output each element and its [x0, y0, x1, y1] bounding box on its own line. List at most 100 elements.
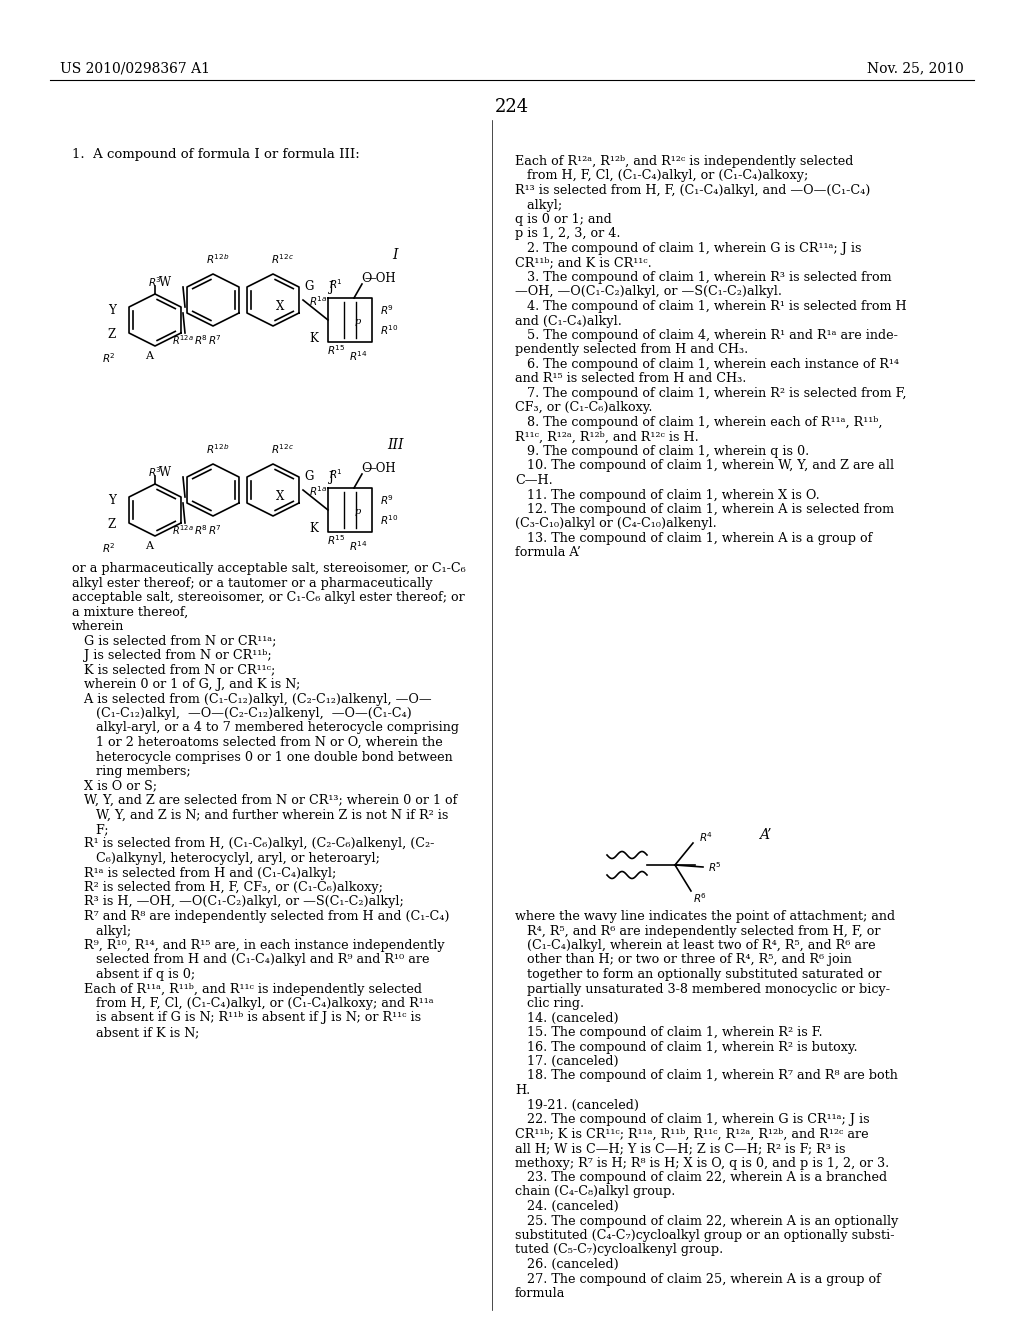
- Text: R¹³ is selected from H, F, (C₁-C₄)alkyl, and —O—(C₁-C₄): R¹³ is selected from H, F, (C₁-C₄)alkyl,…: [515, 183, 870, 197]
- Text: 3. The compound of claim 1, wherein R³ is selected from: 3. The compound of claim 1, wherein R³ i…: [515, 271, 892, 284]
- Text: O: O: [360, 272, 371, 285]
- Text: a mixture thereof,: a mixture thereof,: [72, 606, 188, 619]
- Text: other than H; or two or three of R⁴, R⁵, and R⁶ join: other than H; or two or three of R⁴, R⁵,…: [515, 953, 852, 966]
- Text: from H, F, Cl, (C₁-C₄)alkyl, or (C₁-C₄)alkoxy; and R¹¹ᵃ: from H, F, Cl, (C₁-C₄)alkyl, or (C₁-C₄)a…: [72, 997, 433, 1010]
- Text: 22. The compound of claim 1, wherein G is CR¹¹ᵃ; J is: 22. The compound of claim 1, wherein G i…: [515, 1113, 869, 1126]
- Text: $R^{10}$: $R^{10}$: [380, 513, 398, 527]
- Text: CF₃, or (C₁-C₆)alkoxy.: CF₃, or (C₁-C₆)alkoxy.: [515, 401, 652, 414]
- Text: absent if q is 0;: absent if q is 0;: [72, 968, 196, 981]
- Text: $R^{15}$: $R^{15}$: [327, 533, 345, 546]
- Text: formula A’: formula A’: [515, 546, 581, 560]
- Text: alkyl;: alkyl;: [72, 924, 131, 937]
- Text: R⁴, R⁵, and R⁶ are independently selected from H, F, or: R⁴, R⁵, and R⁶ are independently selecte…: [515, 924, 881, 937]
- Text: 12. The compound of claim 1, wherein A is selected from: 12. The compound of claim 1, wherein A i…: [515, 503, 894, 516]
- Text: and (C₁-C₄)alkyl.: and (C₁-C₄)alkyl.: [515, 314, 622, 327]
- Text: G is selected from N or CR¹¹ᵃ;: G is selected from N or CR¹¹ᵃ;: [72, 635, 276, 648]
- Text: $R^{12b}$: $R^{12b}$: [206, 252, 229, 265]
- Text: $R^{12a}$: $R^{12a}$: [172, 523, 194, 537]
- Text: A: A: [145, 541, 153, 550]
- Text: 11. The compound of claim 1, wherein X is O.: 11. The compound of claim 1, wherein X i…: [515, 488, 820, 502]
- Text: alkyl ester thereof; or a tautomer or a pharmaceutically: alkyl ester thereof; or a tautomer or a …: [72, 577, 432, 590]
- Text: pendently selected from H and CH₃.: pendently selected from H and CH₃.: [515, 343, 749, 356]
- Text: (C₁-C₄)alkyl, wherein at least two of R⁴, R⁵, and R⁶ are: (C₁-C₄)alkyl, wherein at least two of R⁴…: [515, 939, 876, 952]
- Text: $R^1$: $R^1$: [329, 467, 343, 480]
- Text: 14. (canceled): 14. (canceled): [515, 1011, 618, 1024]
- Text: $R^6$: $R^6$: [693, 891, 708, 906]
- Text: formula: formula: [515, 1287, 565, 1300]
- Text: tuted (C₅-C₇)cycloalkenyl group.: tuted (C₅-C₇)cycloalkenyl group.: [515, 1243, 723, 1257]
- Text: 8. The compound of claim 1, wherein each of R¹¹ᵃ, R¹¹ᵇ,: 8. The compound of claim 1, wherein each…: [515, 416, 883, 429]
- Text: $R^{12c}$: $R^{12c}$: [271, 252, 295, 265]
- Text: 17. (canceled): 17. (canceled): [515, 1055, 618, 1068]
- Text: R¹ is selected from H, (C₁-C₆)alkyl, (C₂-C₆)alkenyl, (C₂-: R¹ is selected from H, (C₁-C₆)alkyl, (C₂…: [72, 837, 434, 850]
- Text: $R^1$: $R^1$: [329, 277, 343, 290]
- Text: I: I: [392, 248, 397, 261]
- Text: $R^{14}$: $R^{14}$: [348, 348, 368, 363]
- Text: 15. The compound of claim 1, wherein R² is F.: 15. The compound of claim 1, wherein R² …: [515, 1026, 822, 1039]
- Text: partially unsaturated 3-8 membered monocyclic or bicy-: partially unsaturated 3-8 membered monoc…: [515, 982, 890, 995]
- Text: 10. The compound of claim 1, wherein W, Y, and Z are all: 10. The compound of claim 1, wherein W, …: [515, 459, 894, 473]
- Text: CR¹¹ᵇ; K is CR¹¹ᶜ; R¹¹ᵃ, R¹¹ᵇ, R¹¹ᶜ, R¹²ᵃ, R¹²ᵇ, and R¹²ᶜ are: CR¹¹ᵇ; K is CR¹¹ᶜ; R¹¹ᵃ, R¹¹ᵇ, R¹¹ᶜ, R¹²…: [515, 1127, 868, 1140]
- Text: 24. (canceled): 24. (canceled): [515, 1200, 618, 1213]
- Text: C—H.: C—H.: [515, 474, 553, 487]
- Text: selected from H and (C₁-C₄)alkyl and R⁹ and R¹⁰ are: selected from H and (C₁-C₄)alkyl and R⁹ …: [72, 953, 429, 966]
- Text: 9. The compound of claim 1, wherein q is 0.: 9. The compound of claim 1, wherein q is…: [515, 445, 809, 458]
- Text: A’: A’: [759, 828, 771, 842]
- Text: where the wavy line indicates the point of attachment; and: where the wavy line indicates the point …: [515, 909, 895, 923]
- Text: O: O: [360, 462, 371, 474]
- Text: K: K: [309, 331, 318, 345]
- Text: 13. The compound of claim 1, wherein A is a group of: 13. The compound of claim 1, wherein A i…: [515, 532, 872, 545]
- Text: G: G: [304, 470, 313, 483]
- Text: $R^7$: $R^7$: [208, 523, 222, 537]
- Text: Z: Z: [108, 517, 116, 531]
- Text: or a pharmaceutically acceptable salt, stereoisomer, or C₁-C₆: or a pharmaceutically acceptable salt, s…: [72, 562, 466, 576]
- Text: clic ring.: clic ring.: [515, 997, 584, 1010]
- Text: 4. The compound of claim 1, wherein R¹ is selected from H: 4. The compound of claim 1, wherein R¹ i…: [515, 300, 906, 313]
- Text: CR¹¹ᵇ; and K is CR¹¹ᶜ.: CR¹¹ᵇ; and K is CR¹¹ᶜ.: [515, 256, 651, 269]
- Text: 18. The compound of claim 1, wherein R⁷ and R⁸ are both: 18. The compound of claim 1, wherein R⁷ …: [515, 1069, 898, 1082]
- Text: q is 0 or 1; and: q is 0 or 1; and: [515, 213, 611, 226]
- Text: G: G: [304, 280, 313, 293]
- Text: and R¹⁵ is selected from H and CH₃.: and R¹⁵ is selected from H and CH₃.: [515, 372, 746, 385]
- Text: (C₃-C₁₀)alkyl or (C₄-C₁₀)alkenyl.: (C₃-C₁₀)alkyl or (C₄-C₁₀)alkenyl.: [515, 517, 717, 531]
- Text: $R^7$: $R^7$: [208, 333, 222, 347]
- Text: 16. The compound of claim 1, wherein R² is butoxy.: 16. The compound of claim 1, wherein R² …: [515, 1040, 858, 1053]
- Text: 23. The compound of claim 22, wherein A is a branched: 23. The compound of claim 22, wherein A …: [515, 1171, 887, 1184]
- Text: p: p: [355, 318, 361, 326]
- Text: J: J: [329, 281, 334, 294]
- Text: 7. The compound of claim 1, wherein R² is selected from F,: 7. The compound of claim 1, wherein R² i…: [515, 387, 906, 400]
- Text: Each of R¹²ᵃ, R¹²ᵇ, and R¹²ᶜ is independently selected: Each of R¹²ᵃ, R¹²ᵇ, and R¹²ᶜ is independ…: [515, 154, 853, 168]
- Text: (C₁-C₁₂)alkyl,  —O—(C₂-C₁₂)alkenyl,  —O—(C₁-C₄): (C₁-C₁₂)alkyl, —O—(C₂-C₁₂)alkenyl, —O—(C…: [72, 708, 412, 719]
- Text: K is selected from N or CR¹¹ᶜ;: K is selected from N or CR¹¹ᶜ;: [72, 664, 275, 676]
- Text: $R^{14}$: $R^{14}$: [348, 539, 368, 553]
- Text: X: X: [275, 300, 285, 313]
- Text: $R^2$: $R^2$: [102, 351, 116, 364]
- Text: R² is selected from H, F, CF₃, or (C₁-C₆)alkoxy;: R² is selected from H, F, CF₃, or (C₁-C₆…: [72, 880, 383, 894]
- Text: p: p: [355, 507, 361, 516]
- Text: all H; W is C—H; Y is C—H; Z is C—H; R² is F; R³ is: all H; W is C—H; Y is C—H; Z is C—H; R² …: [515, 1142, 846, 1155]
- Text: C₆)alkynyl, heterocyclyl, aryl, or heteroaryl;: C₆)alkynyl, heterocyclyl, aryl, or heter…: [72, 851, 380, 865]
- Text: R⁷ and R⁸ are independently selected from H and (C₁-C₄): R⁷ and R⁸ are independently selected fro…: [72, 909, 450, 923]
- Text: 1.  A compound of formula I or formula III:: 1. A compound of formula I or formula II…: [72, 148, 359, 161]
- Text: alkyl-aryl, or a 4 to 7 membered heterocycle comprising: alkyl-aryl, or a 4 to 7 membered heteroc…: [72, 722, 459, 734]
- Text: $R^3$: $R^3$: [148, 275, 162, 289]
- Text: R¹¹ᶜ, R¹²ᵃ, R¹²ᵇ, and R¹²ᶜ is H.: R¹¹ᶜ, R¹²ᵃ, R¹²ᵇ, and R¹²ᶜ is H.: [515, 430, 698, 444]
- Text: 25. The compound of claim 22, wherein A is an optionally: 25. The compound of claim 22, wherein A …: [515, 1214, 898, 1228]
- Text: Nov. 25, 2010: Nov. 25, 2010: [867, 61, 964, 75]
- Text: $R^8$: $R^8$: [194, 333, 208, 347]
- Text: 19-21. (canceled): 19-21. (canceled): [515, 1098, 639, 1111]
- Text: Y: Y: [109, 495, 116, 507]
- Text: heterocycle comprises 0 or 1 one double bond between: heterocycle comprises 0 or 1 one double …: [72, 751, 453, 763]
- Text: —OH: —OH: [365, 462, 396, 474]
- Text: $R^{1a}$: $R^{1a}$: [308, 294, 328, 308]
- Text: —OH: —OH: [365, 272, 396, 285]
- Text: $R^5$: $R^5$: [708, 861, 722, 874]
- Text: J: J: [329, 471, 334, 484]
- Text: 224: 224: [495, 98, 529, 116]
- Text: $R^4$: $R^4$: [699, 830, 713, 843]
- Text: wherein 0 or 1 of G, J, and K is N;: wherein 0 or 1 of G, J, and K is N;: [72, 678, 300, 690]
- Text: chain (C₄-C₈)alkyl group.: chain (C₄-C₈)alkyl group.: [515, 1185, 676, 1199]
- Text: H.: H.: [515, 1084, 530, 1097]
- Text: W: W: [159, 276, 171, 289]
- Text: $R^{12c}$: $R^{12c}$: [271, 442, 295, 455]
